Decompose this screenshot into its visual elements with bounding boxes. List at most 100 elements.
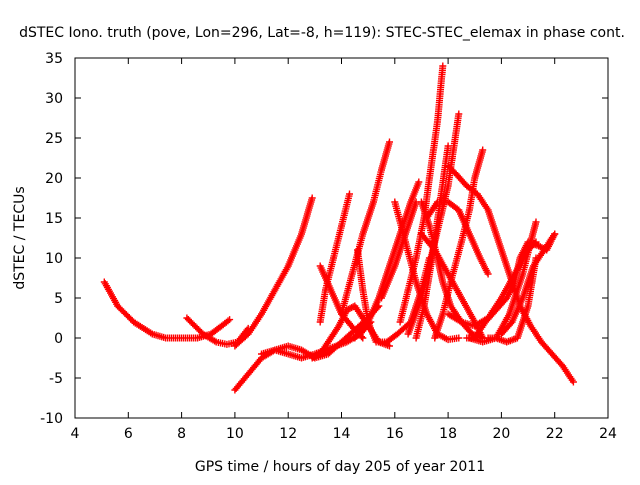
data-point [215, 341, 217, 343]
data-point [487, 337, 489, 339]
data-point [513, 281, 516, 283]
data-point [468, 209, 471, 211]
data-point [311, 197, 314, 199]
data-point [436, 121, 439, 123]
data-point [260, 353, 263, 355]
data-point [447, 165, 449, 167]
data-point [479, 257, 481, 259]
data-point [260, 357, 263, 359]
data-point [500, 297, 503, 299]
data-point [380, 169, 383, 171]
y-tick-label: 30 [45, 91, 63, 107]
data-point [495, 337, 497, 339]
data-point [228, 318, 231, 321]
data-point [511, 321, 513, 323]
x-tick-label: 8 [177, 426, 186, 442]
series-5 [231, 194, 316, 350]
data-point [442, 65, 444, 67]
data-marks [100, 62, 577, 394]
data-point [428, 225, 431, 227]
data-point [428, 177, 431, 179]
plot-frame [74, 57, 609, 419]
x-tick-label: 10 [226, 426, 244, 442]
data-point [340, 313, 343, 315]
data-point [319, 353, 322, 355]
data-point [399, 321, 401, 323]
data-point [450, 281, 452, 283]
data-point [356, 249, 359, 251]
data-point [348, 193, 351, 195]
data-point [372, 201, 375, 203]
data-point [516, 337, 519, 339]
data-point [527, 305, 529, 307]
x-tick-label: 16 [386, 426, 404, 442]
data-point [497, 241, 500, 243]
data-point [434, 249, 436, 251]
series-7 [316, 190, 353, 326]
data-point [210, 333, 212, 335]
chart-title: dSTEC Iono. truth (pove, Lon=296, Lat=-8… [19, 25, 625, 41]
data-point [487, 209, 489, 211]
data-point [442, 281, 444, 283]
y-tick-label: 5 [54, 291, 63, 307]
data-point [287, 353, 290, 355]
data-point [474, 337, 476, 339]
data-point [354, 305, 356, 307]
data-point [346, 309, 348, 311]
x-tick-label: 4 [71, 426, 80, 442]
data-point [300, 349, 303, 351]
y-tick-label: -5 [49, 371, 63, 387]
data-point [362, 337, 364, 339]
data-point [513, 273, 516, 275]
data-point [287, 265, 290, 267]
data-point [543, 249, 545, 251]
y-tick-label: 15 [45, 211, 63, 227]
data-point [247, 333, 249, 335]
data-point [436, 201, 439, 203]
data-point [442, 313, 444, 315]
data-point [508, 273, 511, 275]
axis-ticks: 4 6 8 10 12 14 16 18 20 22 24 -10 -5 0 5 10 15 20 25 30 35 [40, 51, 617, 442]
data-point [431, 257, 433, 259]
data-point [180, 337, 183, 339]
data-point [572, 381, 575, 383]
data-point [410, 201, 412, 203]
x-tick-label: 24 [599, 426, 617, 442]
data-point [505, 341, 508, 343]
series-16 [412, 142, 452, 342]
data-point [423, 305, 425, 307]
data-point [481, 341, 484, 343]
y-axis-label: dSTEC / TECUs [12, 186, 28, 289]
data-point [340, 341, 343, 343]
data-point [388, 345, 391, 347]
data-point [527, 241, 529, 243]
y-tick-label: 35 [45, 51, 63, 67]
y-tick-label: 0 [54, 331, 63, 347]
data-point [220, 325, 223, 327]
x-axis-label: GPS time / hours of day 205 of year 2011 [195, 459, 485, 475]
data-point [354, 329, 356, 331]
x-tick-label: 22 [546, 426, 564, 442]
data-point [404, 241, 407, 243]
data-point [388, 265, 391, 267]
data-point [407, 289, 409, 291]
data-point [434, 337, 436, 339]
data-point [553, 233, 556, 235]
series-26 [444, 238, 540, 330]
data-point [521, 273, 524, 275]
data-point [532, 265, 535, 267]
data-point [500, 333, 503, 335]
data-point [327, 353, 330, 355]
data-point [426, 313, 428, 315]
data-point [151, 333, 154, 335]
data-point [362, 289, 364, 291]
data-point [551, 353, 553, 355]
data-point [196, 337, 199, 339]
data-point [460, 241, 463, 243]
x-tick-label: 20 [492, 426, 510, 442]
data-point [415, 257, 417, 259]
data-point [388, 141, 391, 143]
data-point [415, 201, 417, 203]
data-point [450, 305, 452, 307]
